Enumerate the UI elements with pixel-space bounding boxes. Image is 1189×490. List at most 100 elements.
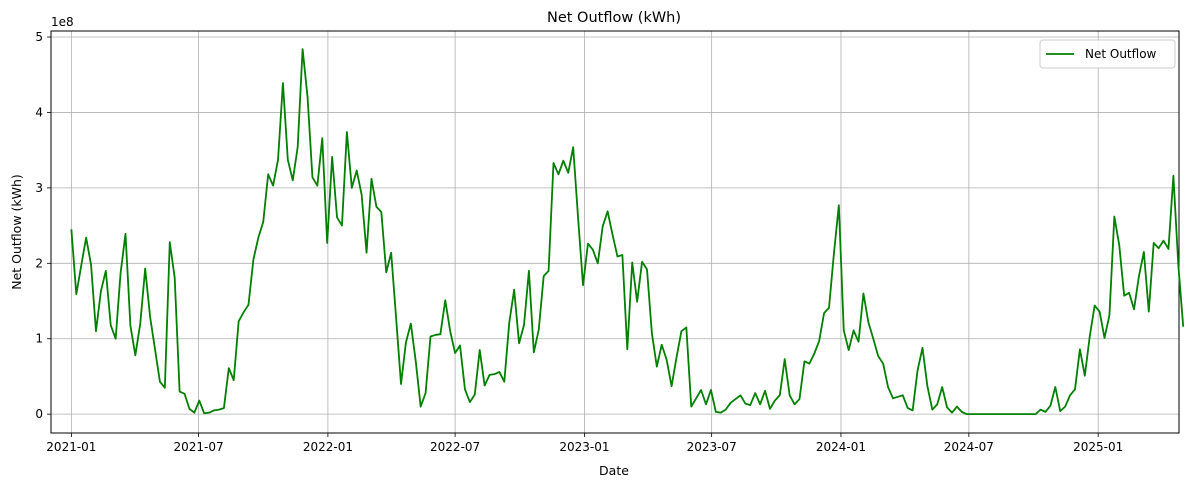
legend-label-net-outflow: Net Outflow xyxy=(1085,47,1157,61)
data-point xyxy=(563,160,564,161)
data-point xyxy=(696,398,697,399)
data-point xyxy=(356,170,357,171)
data-point xyxy=(996,414,997,415)
data-point xyxy=(632,262,633,263)
y-tick-label: 5 xyxy=(35,30,43,44)
x-tick-label: 2025-01 xyxy=(1073,440,1123,454)
data-point xyxy=(199,400,200,401)
data-point xyxy=(1040,409,1041,410)
data-point xyxy=(528,270,529,271)
data-point xyxy=(558,174,559,175)
data-point xyxy=(971,414,972,415)
data-point xyxy=(671,386,672,387)
data-point xyxy=(135,355,136,356)
data-point xyxy=(553,162,554,163)
data-point xyxy=(297,147,298,148)
data-point xyxy=(1006,414,1007,415)
x-tick-label: 2022-01 xyxy=(303,440,353,454)
data-point xyxy=(164,387,165,388)
data-point xyxy=(1178,264,1179,265)
y-axis-label: Net Outflow (kWh) xyxy=(9,174,24,290)
data-point xyxy=(238,321,239,322)
data-point xyxy=(799,398,800,399)
x-tick-label: 2021-07 xyxy=(174,440,224,454)
data-point xyxy=(95,331,96,332)
data-point xyxy=(804,361,805,362)
data-point xyxy=(223,408,224,409)
data-point xyxy=(863,293,864,294)
data-point xyxy=(932,409,933,410)
data-point xyxy=(774,400,775,401)
data-point xyxy=(710,389,711,390)
data-point xyxy=(277,159,278,160)
data-point xyxy=(440,334,441,335)
data-point xyxy=(184,393,185,394)
data-point xyxy=(1025,414,1026,415)
data-point xyxy=(1045,411,1046,412)
data-point xyxy=(386,272,387,273)
data-point xyxy=(956,406,957,407)
y-tick-label: 1 xyxy=(35,332,43,346)
data-point xyxy=(1119,245,1120,246)
data-point xyxy=(213,410,214,411)
data-point xyxy=(332,156,333,157)
data-point xyxy=(573,147,574,148)
data-point xyxy=(887,386,888,387)
data-point xyxy=(248,304,249,305)
data-point xyxy=(1153,242,1154,243)
data-point xyxy=(391,252,392,253)
data-point xyxy=(641,261,642,262)
data-point xyxy=(661,344,662,345)
data-point xyxy=(317,185,318,186)
x-tick-label: 2024-01 xyxy=(816,440,866,454)
data-point xyxy=(1065,406,1066,407)
data-point xyxy=(986,414,987,415)
data-point xyxy=(764,390,765,391)
data-point xyxy=(814,353,815,354)
data-point xyxy=(415,361,416,362)
data-point xyxy=(892,398,893,399)
data-point xyxy=(1138,276,1139,277)
data-point xyxy=(469,401,470,402)
data-point xyxy=(1010,414,1011,415)
data-point xyxy=(71,229,72,230)
data-point xyxy=(110,325,111,326)
data-point xyxy=(715,411,716,412)
data-point xyxy=(361,194,362,195)
data-point xyxy=(258,237,259,238)
data-point xyxy=(336,217,337,218)
data-point xyxy=(381,211,382,212)
data-point xyxy=(1124,295,1125,296)
data-point xyxy=(809,363,810,364)
data-point xyxy=(656,366,657,367)
x-tick-label: 2021-01 xyxy=(46,440,96,454)
y-tick-label: 2 xyxy=(35,256,43,270)
data-point xyxy=(455,352,456,353)
data-point xyxy=(927,386,928,387)
data-point xyxy=(828,307,829,308)
plot-area-frame xyxy=(50,30,1180,434)
data-point xyxy=(174,277,175,278)
data-point xyxy=(755,392,756,393)
data-point xyxy=(946,407,947,408)
data-point xyxy=(115,338,116,339)
data-point xyxy=(907,408,908,409)
x-axis-label: Date xyxy=(599,463,629,478)
data-point xyxy=(218,409,219,410)
data-point xyxy=(145,268,146,269)
data-point xyxy=(1129,292,1130,293)
data-point xyxy=(253,259,254,260)
data-point xyxy=(410,323,411,324)
data-point xyxy=(1055,386,1056,387)
legend: Net Outflow xyxy=(1039,39,1176,69)
data-point xyxy=(1035,414,1036,415)
data-point xyxy=(568,172,569,173)
data-point xyxy=(597,263,598,264)
data-point xyxy=(1163,240,1164,241)
y-tick-label: 4 xyxy=(35,105,43,119)
data-point xyxy=(1099,311,1100,312)
data-point xyxy=(538,329,539,330)
data-point xyxy=(1069,395,1070,396)
data-point xyxy=(794,404,795,405)
data-point xyxy=(646,269,647,270)
